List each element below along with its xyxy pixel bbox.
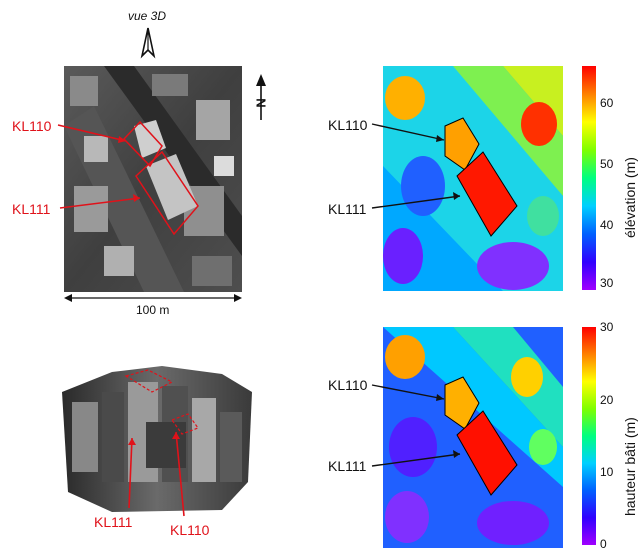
north-arrow-icon [256,74,266,120]
height-tick: 30 [600,320,614,334]
elevation-colorbar [582,66,596,290]
aerial-outline-kl110 [122,120,163,168]
aerial-label-kl111: KL111 [12,201,51,217]
elevation-tick: 50 [600,157,614,171]
elevation-map [383,66,563,291]
aerial-label-kl110: KL110 [12,118,52,134]
aerial-outline-kl111 [135,150,199,236]
elevation-label-kl110: KL110 [328,117,368,133]
model-label-kl110: KL110 [170,522,210,538]
height-tick: 0 [600,537,607,551]
model-3d [62,366,252,512]
height-colorbar [582,327,596,545]
elevation-label-kl111: KL111 [328,201,367,217]
view3d-arrow-icon [140,27,156,59]
height-colorbar-title: hauteur bâti (m) [622,417,638,516]
elevation-tick: 40 [600,218,614,232]
height-tick: 10 [600,465,614,479]
view3d-label: vue 3D [128,9,167,23]
model-label-kl111: KL111 [94,514,133,530]
height-label-kl110: KL110 [328,377,368,393]
aerial-photo [64,66,242,292]
scale-bar [64,294,242,302]
height-label-kl111: KL111 [328,458,367,474]
elevation-tick: 60 [600,96,614,110]
height-map [383,327,563,548]
elevation-tick: 30 [600,276,614,290]
scale-label: 100 m [136,303,170,317]
height-tick: 20 [600,393,614,407]
